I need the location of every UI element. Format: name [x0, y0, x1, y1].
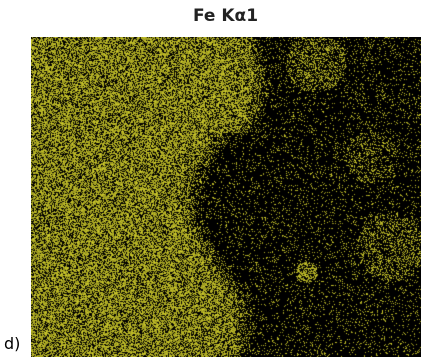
fe-elemental-map: [31, 37, 421, 357]
fe-distribution-image: [31, 37, 421, 357]
panel-label: d): [4, 334, 21, 353]
map-title: Fe Kα1: [192, 6, 259, 26]
